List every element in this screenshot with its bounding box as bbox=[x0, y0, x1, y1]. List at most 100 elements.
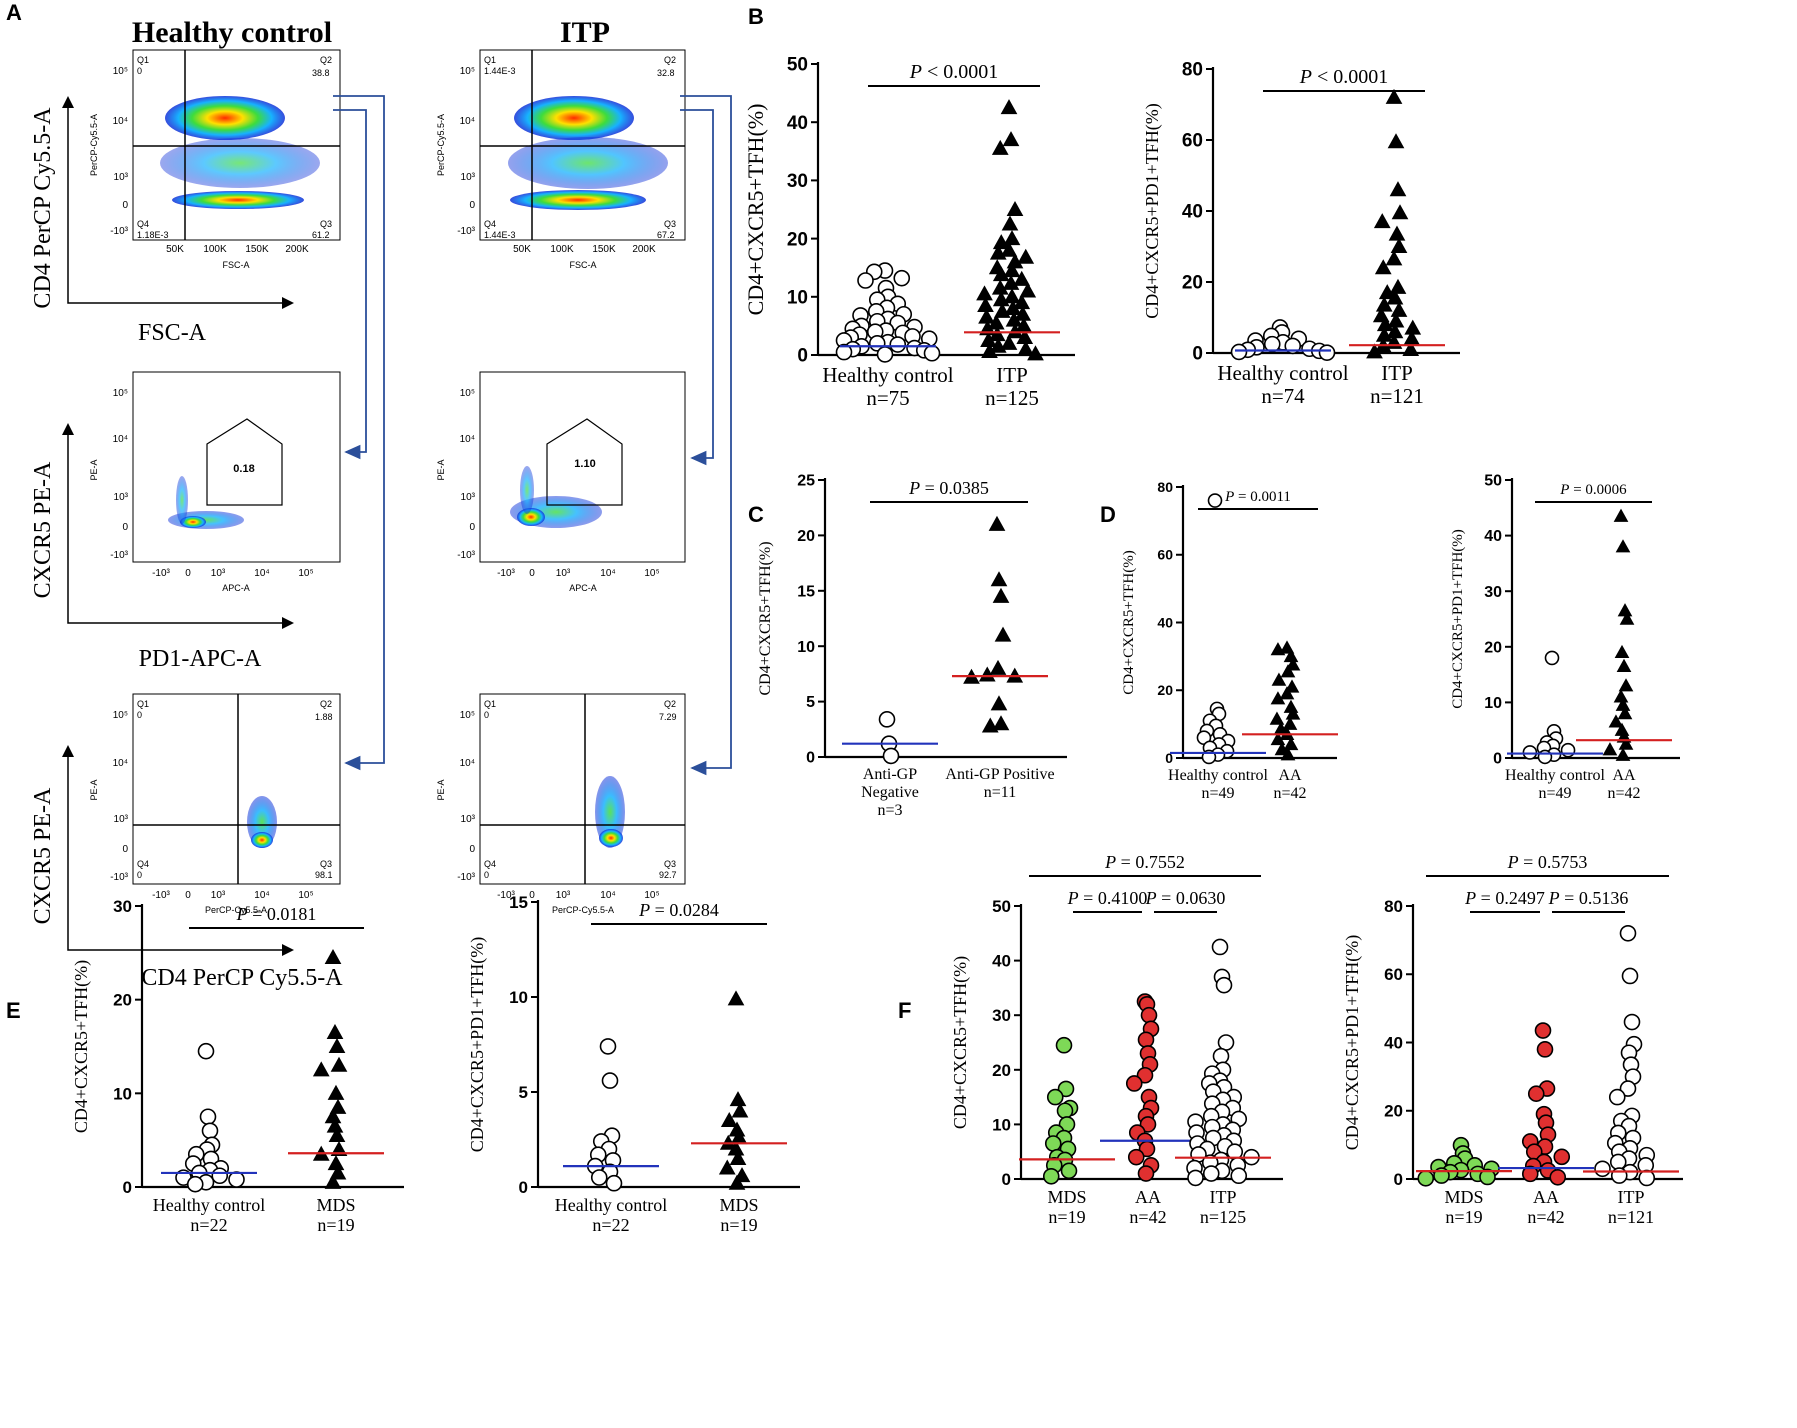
data-point-circle bbox=[1055, 1036, 1073, 1054]
row3-x-title: CD4 PerCP Cy5.5-A bbox=[141, 965, 343, 991]
group-label: Anti-GP bbox=[863, 766, 917, 783]
group-n-label: n=22 bbox=[592, 1215, 629, 1235]
hc3-q1-value: 0 bbox=[137, 710, 142, 720]
data-point-triangle bbox=[978, 666, 996, 682]
data-point-circle bbox=[1534, 1022, 1552, 1039]
hc2-xtick: 0 bbox=[185, 568, 191, 579]
data-point-circle bbox=[1521, 1165, 1539, 1183]
itp3-q1-label: Q1 bbox=[484, 699, 496, 709]
itp2-ytick: -10³ bbox=[457, 550, 475, 561]
group-n-label: n=49 bbox=[1538, 785, 1571, 802]
hc-fsc-plot: Q1 0 Q2 38.8 Q4 1.18E-3 Q3 61.2 10⁵ 10⁴ … bbox=[89, 49, 341, 270]
data-point-triangle bbox=[1608, 714, 1624, 728]
data-point-circle bbox=[1127, 1148, 1145, 1166]
data-point-circle bbox=[1044, 1135, 1062, 1152]
data-point-triangle bbox=[327, 1155, 345, 1171]
itp3-ytick: -10³ bbox=[457, 872, 475, 883]
itp1-xtick: 50K bbox=[513, 244, 531, 255]
itp-fsc-plot: Q1 1.44E-3 Q2 32.8 Q4 1.44E-3 Q3 67.2 10… bbox=[436, 49, 686, 270]
data-point-triangle bbox=[1378, 284, 1396, 300]
data-point-circle bbox=[590, 1169, 608, 1186]
itp2-ytick: 10⁴ bbox=[460, 434, 475, 445]
data-point-triangle bbox=[992, 715, 1010, 731]
panel-letter-c: C bbox=[748, 502, 764, 527]
group-n-label: n=11 bbox=[984, 784, 1016, 801]
data-point-triangle bbox=[326, 1023, 344, 1039]
itp3-xtick: 10⁵ bbox=[644, 890, 659, 901]
group-label: MDS bbox=[1444, 1187, 1483, 1207]
data-point-triangle bbox=[1385, 250, 1403, 266]
data-point-triangle bbox=[1269, 711, 1285, 725]
data-point-triangle bbox=[1366, 343, 1383, 359]
hc1-ytick: 10⁵ bbox=[113, 66, 128, 77]
data-point-triangle bbox=[329, 1164, 347, 1180]
hc3-ylabel: PE-A bbox=[89, 779, 99, 800]
group-n-label: n=19 bbox=[720, 1215, 757, 1235]
data-point-circle bbox=[201, 1122, 219, 1140]
itp-q1-label: Q1 bbox=[484, 55, 496, 65]
data-point-circle bbox=[876, 346, 894, 363]
group-label: Healthy control bbox=[153, 1195, 265, 1215]
data-point-triangle bbox=[1388, 225, 1406, 241]
data-point-circle bbox=[1230, 1167, 1248, 1185]
hc3-q2-value: 1.88 bbox=[315, 712, 333, 722]
y-tick-label: 0 bbox=[806, 750, 815, 767]
y-tick-label: 40 bbox=[992, 952, 1011, 971]
data-point-circle bbox=[889, 336, 907, 353]
itp-q3-label: Q3 bbox=[664, 219, 676, 229]
chart-e2: 0 5 10 15 CD4+CXCR5+PD1+TFH(%) Healthy contro… bbox=[467, 893, 800, 1235]
y-tick-label: 80 bbox=[1182, 60, 1203, 81]
data-point-triangle bbox=[1389, 278, 1407, 294]
hc1-ylabel: PerCP-Cy5.5-A bbox=[89, 114, 99, 176]
data-point-triangle bbox=[720, 1111, 738, 1127]
group-label: ITP bbox=[1210, 1187, 1237, 1207]
row1-x-title: FSC-A bbox=[138, 320, 207, 346]
hc2-xlabel: APC-A bbox=[222, 583, 250, 593]
y-tick-label: 10 bbox=[797, 639, 815, 656]
hc3-ytick: -10³ bbox=[110, 872, 128, 883]
hc2-ytick: -10³ bbox=[110, 550, 128, 561]
data-point-triangle bbox=[993, 302, 1011, 318]
itp1-xlabel: FSC-A bbox=[570, 260, 597, 270]
data-point-triangle bbox=[989, 337, 1007, 353]
data-point-circle bbox=[857, 272, 874, 289]
group-label: Anti-GP Positive bbox=[945, 766, 1054, 783]
p-value-label: P < 0.0001 bbox=[1299, 66, 1389, 88]
hc2-ytick: 10³ bbox=[114, 492, 129, 503]
hc3-xtick: -10³ bbox=[152, 890, 170, 901]
y-tick-label: 0 bbox=[797, 346, 808, 367]
data-point-triangle bbox=[976, 285, 993, 301]
data-point-circle bbox=[882, 747, 900, 765]
y-tick-label: 5 bbox=[519, 1083, 528, 1102]
hc-q3-label: Q3 bbox=[320, 219, 332, 229]
panel-letter-a: A bbox=[6, 0, 22, 25]
data-point-triangle bbox=[1017, 340, 1035, 356]
data-point-triangle bbox=[1283, 736, 1299, 751]
group-n-label: n=19 bbox=[1048, 1207, 1085, 1227]
data-point-triangle bbox=[324, 1173, 342, 1189]
data-point-triangle bbox=[1002, 131, 1020, 147]
data-point-circle bbox=[1522, 745, 1538, 760]
data-point-circle bbox=[835, 343, 853, 361]
y-axis-title: CD4+CXCR5+PD1+TFH(%) bbox=[1142, 103, 1163, 318]
itp3-xtick: 0 bbox=[529, 890, 535, 901]
data-point-circle bbox=[186, 1175, 204, 1193]
itp3-q1-value: 0 bbox=[484, 710, 489, 720]
data-point-circle bbox=[1212, 1047, 1230, 1065]
group-label: ITP bbox=[996, 363, 1028, 387]
group-n-label: n=121 bbox=[1370, 384, 1424, 408]
data-point-circle bbox=[1544, 650, 1560, 666]
group-n-label: n=121 bbox=[1608, 1207, 1654, 1227]
itp-title: ITP bbox=[560, 16, 610, 49]
group-label: Negative bbox=[861, 784, 919, 801]
group-n-label: n=42 bbox=[1273, 785, 1306, 802]
chart-d1: 0 20 40 60 80 CD4+CXCR5+TFH(%) Healthy control… bbox=[1121, 479, 1338, 802]
chart-c: 0 5 10 15 20 25 CD4+CXCR5+TFH(%) Anti-GPNegativ… bbox=[757, 473, 1067, 819]
hc3-q4-label: Q4 bbox=[137, 859, 149, 869]
itp2-xtick: 0 bbox=[529, 568, 535, 579]
group-label: Healthy control bbox=[1505, 767, 1606, 784]
data-point-triangle bbox=[1402, 340, 1420, 356]
y-tick-label: 10 bbox=[1484, 695, 1502, 712]
hc3-xtick: 0 bbox=[185, 890, 191, 901]
